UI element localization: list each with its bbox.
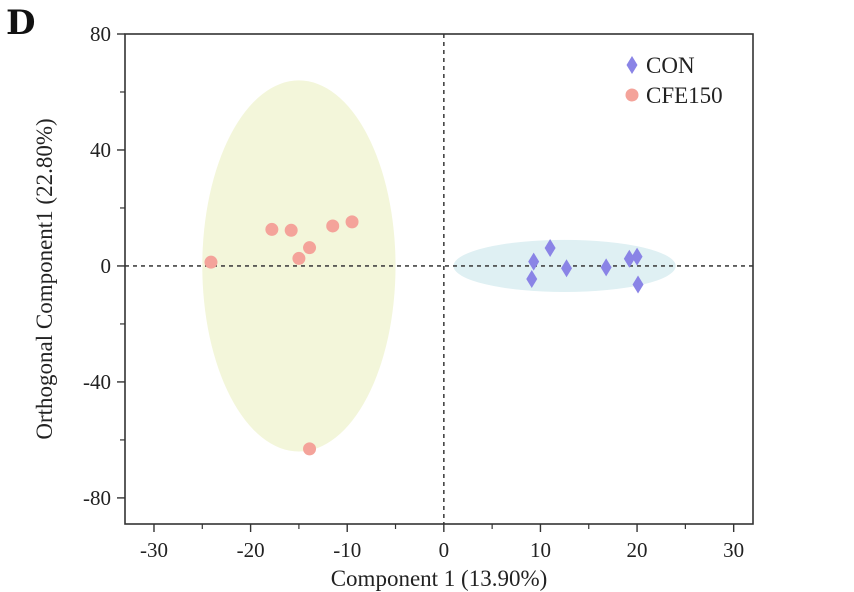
panel-label: D [6,3,35,43]
confidence-ellipse-cfe150 [202,80,396,452]
legend-marker-con [626,56,638,74]
x-tick-label: -30 [140,538,168,562]
y-tick-label: 0 [101,254,112,278]
data-point-cfe150-7 [345,215,359,229]
y-axis-label: Orthogonal Component1 (22.80%) [32,118,57,439]
x-tick-label: 20 [627,538,648,562]
data-point-con-1 [528,252,540,271]
data-point-con-5 [600,258,612,277]
legend-label-cfe150: CFE150 [646,83,723,108]
data-point-con-8 [632,275,644,294]
plot-frame [124,33,754,525]
y-tick-label: -80 [83,486,111,510]
x-tick-label: -10 [333,538,361,562]
data-point-con-7 [631,247,643,266]
x-tick-label: 10 [530,538,551,562]
data-point-cfe150-5 [303,241,317,255]
data-point-con-4 [561,259,573,278]
data-point-cfe150-8 [303,442,317,456]
legend-label-con: CON [646,53,695,78]
data-point-cfe150-1 [204,255,218,269]
y-tick-label: 40 [90,138,111,162]
legend-marker-cfe150 [625,88,639,102]
y-tick-label: 80 [90,22,111,46]
y-tick-label: -40 [83,370,111,394]
data-point-con-6 [623,249,635,268]
legend: CON CFE150 [625,53,723,108]
data-point-cfe150-4 [292,251,306,265]
data-point-con-3 [544,238,556,257]
data-point-con-2 [526,270,538,288]
x-axis-label: Component 1 (13.90%) [331,566,548,591]
x-tick-label: -20 [237,538,265,562]
x-tick-label: 0 [439,538,450,562]
data-point-cfe150-3 [284,223,298,237]
x-tick-label: 30 [723,538,744,562]
data-point-cfe150-2 [265,222,279,236]
data-point-cfe150-6 [326,219,340,233]
